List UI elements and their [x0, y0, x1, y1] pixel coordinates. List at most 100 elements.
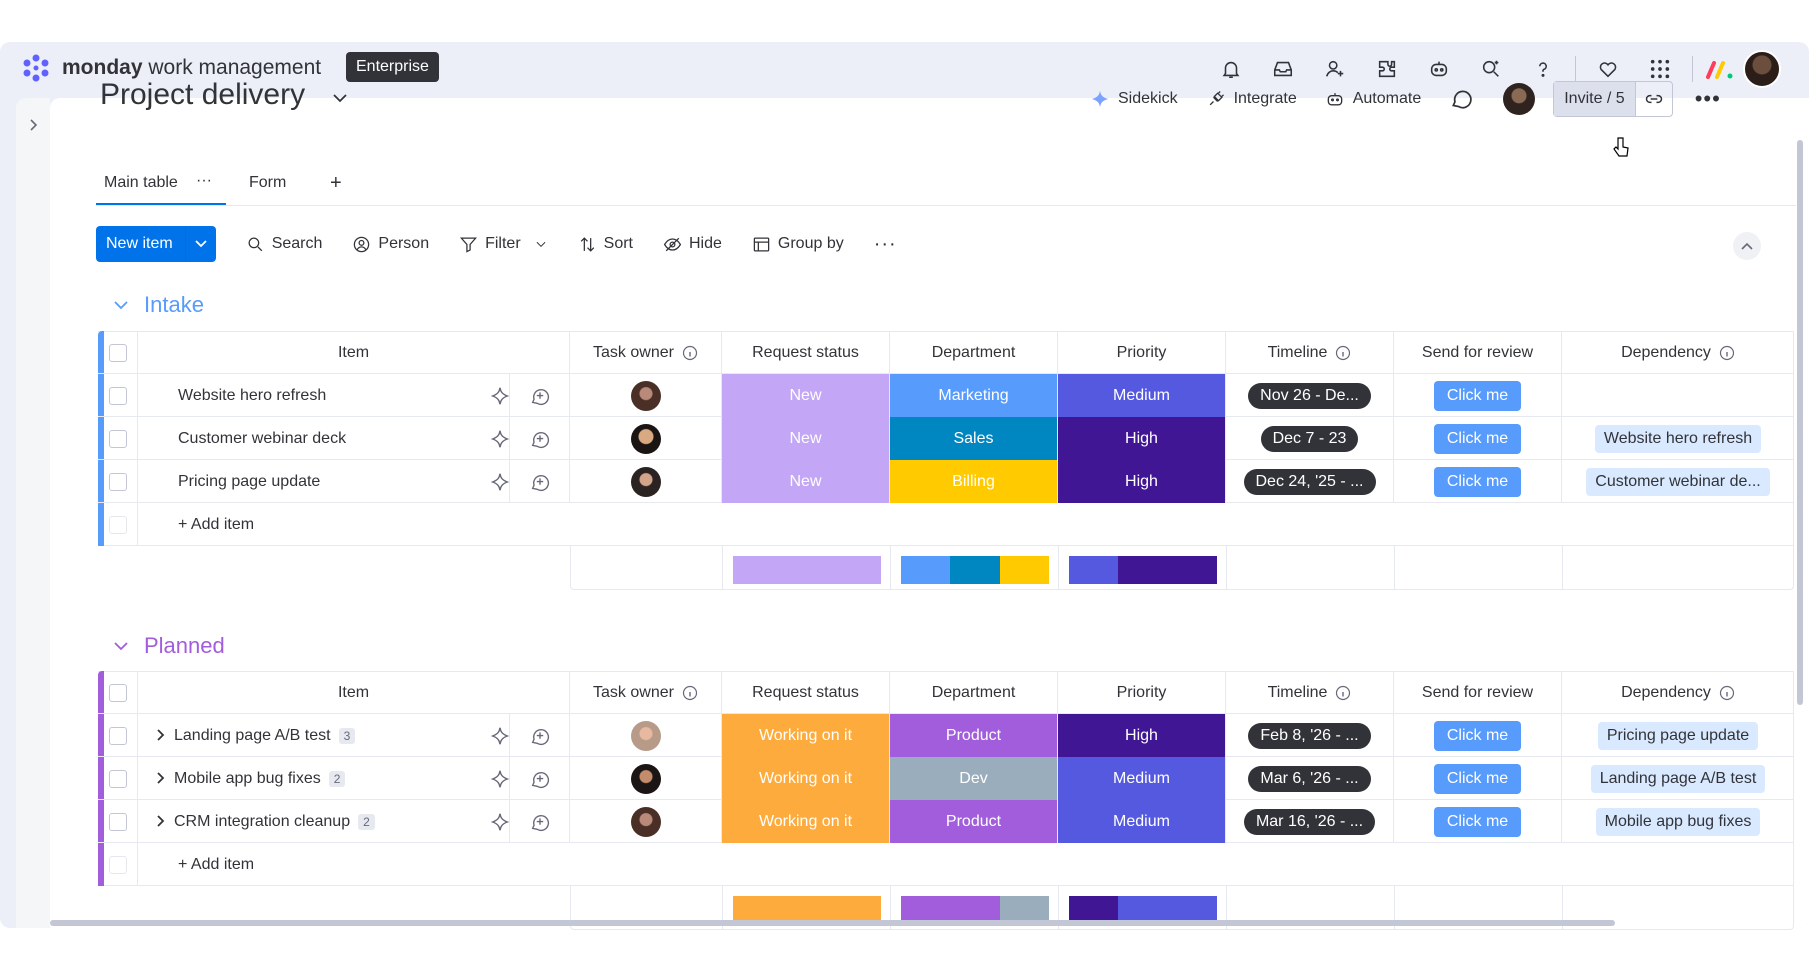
dependency-tag[interactable]: Landing page A/B test	[1590, 764, 1766, 793]
column-header-dependency[interactable]: Dependency	[1562, 331, 1794, 374]
table-row[interactable]: Website hero refresh New Marketing Medium No…	[98, 374, 1794, 417]
add-item-cell[interactable]: + Add item	[138, 843, 1794, 886]
item-cell[interactable]: Pricing page update	[138, 460, 510, 503]
new-item-button[interactable]: New item	[96, 226, 216, 262]
expand-subitems-icon[interactable]	[154, 771, 168, 785]
chat-bubble-icon[interactable]	[1449, 86, 1475, 112]
add-update-icon[interactable]	[529, 811, 551, 833]
column-header-task-owner[interactable]: Task owner	[570, 331, 722, 374]
tab-form[interactable]: Form	[249, 174, 287, 191]
dependency-cell[interactable]: Mobile app bug fixes	[1562, 800, 1794, 843]
column-header-dependency[interactable]: Dependency	[1562, 671, 1794, 714]
ai-sparkle-icon[interactable]	[489, 428, 511, 450]
click-me-button[interactable]: Click me	[1433, 380, 1522, 411]
info-icon[interactable]	[1719, 345, 1735, 361]
info-icon[interactable]	[682, 685, 698, 701]
tab-options-button[interactable]: ···	[196, 172, 212, 189]
horizontal-scrollbar[interactable]	[50, 920, 1615, 926]
automate-button[interactable]: Automate	[1325, 89, 1421, 109]
group-title[interactable]: Planned	[144, 633, 225, 658]
select-all-checkbox[interactable]	[108, 683, 127, 702]
timeline-cell[interactable]: Mar 16, '26 - ...	[1226, 800, 1394, 843]
table-row[interactable]: Pricing page update New Billing High Dec 24,…	[98, 460, 1794, 503]
item-cell[interactable]: Mobile app bug fixes 2	[138, 757, 510, 800]
click-me-button[interactable]: Click me	[1433, 466, 1522, 497]
person-filter-button[interactable]: Person	[352, 235, 429, 254]
column-header-priority[interactable]: Priority	[1058, 331, 1226, 374]
vertical-scrollbar[interactable]	[1797, 140, 1803, 705]
priority-cell[interactable]: High	[1058, 460, 1226, 503]
timeline-cell[interactable]: Mar 6, '26 - ...	[1226, 757, 1394, 800]
request-status-cell[interactable]: Working on it	[722, 800, 890, 843]
row-checkbox[interactable]	[108, 769, 127, 788]
chevron-down-icon[interactable]	[112, 637, 130, 655]
timeline-pill[interactable]: Dec 24, '25 - ...	[1243, 468, 1376, 495]
item-name[interactable]: Mobile app bug fixes	[174, 769, 321, 787]
request-status-cell[interactable]: New	[722, 374, 890, 417]
ai-sparkle-icon[interactable]	[489, 385, 511, 407]
add-update-icon[interactable]	[529, 725, 551, 747]
info-icon[interactable]	[1335, 685, 1351, 701]
summary-distribution-bar[interactable]	[733, 896, 881, 924]
timeline-cell[interactable]: Dec 24, '25 - ...	[1226, 460, 1394, 503]
item-name[interactable]: Pricing page update	[178, 472, 321, 490]
new-item-dropdown[interactable]	[186, 240, 216, 248]
priority-cell[interactable]: Medium	[1058, 757, 1226, 800]
priority-cell[interactable]: Medium	[1058, 800, 1226, 843]
group-title[interactable]: Intake	[144, 292, 204, 317]
row-checkbox[interactable]	[108, 386, 127, 405]
item-cell[interactable]: CRM integration cleanup 2	[138, 800, 510, 843]
collapse-header-button[interactable]	[1733, 232, 1761, 260]
column-header-send-for-review[interactable]: Send for review	[1394, 671, 1562, 714]
dependency-cell[interactable]: Pricing page update	[1562, 714, 1794, 757]
request-status-cell[interactable]: Working on it	[722, 714, 890, 757]
priority-cell[interactable]: High	[1058, 714, 1226, 757]
copy-link-button[interactable]	[1636, 82, 1672, 116]
table-row[interactable]: Landing page A/B test 3 Working on it Produ…	[98, 714, 1794, 757]
bot-icon[interactable]	[1413, 49, 1465, 89]
ai-sparkle-icon[interactable]	[489, 768, 511, 790]
invite-members-icon[interactable]	[1309, 49, 1361, 89]
add-update-icon[interactable]	[529, 768, 551, 790]
column-header-department[interactable]: Department	[890, 671, 1058, 714]
item-name[interactable]: CRM integration cleanup	[174, 812, 351, 830]
select-all-checkbox[interactable]	[108, 343, 127, 362]
owner-avatar[interactable]	[630, 423, 661, 454]
chevron-down-icon[interactable]	[534, 237, 548, 251]
request-status-cell[interactable]: New	[722, 460, 890, 503]
dependency-tag[interactable]: Website hero refresh	[1594, 424, 1762, 453]
column-header-priority[interactable]: Priority	[1058, 671, 1226, 714]
item-cell[interactable]: Landing page A/B test 3	[138, 714, 510, 757]
item-name[interactable]: Website hero refresh	[178, 386, 327, 404]
summary-distribution-bar[interactable]	[901, 556, 1049, 584]
department-cell[interactable]: Billing	[890, 460, 1058, 503]
info-icon[interactable]	[682, 345, 698, 361]
table-row[interactable]: CRM integration cleanup 2 Working on it Pro…	[98, 800, 1794, 843]
timeline-cell[interactable]: Dec 7 - 23	[1226, 417, 1394, 460]
department-cell[interactable]: Marketing	[890, 374, 1058, 417]
item-cell[interactable]: Website hero refresh	[138, 374, 510, 417]
click-me-button[interactable]: Click me	[1433, 763, 1522, 794]
summary-distribution-bar[interactable]	[901, 896, 1049, 924]
dependency-cell[interactable]: Customer webinar de...	[1562, 460, 1794, 503]
item-name[interactable]: Landing page A/B test	[174, 726, 331, 744]
timeline-pill[interactable]: Feb 8, '26 - ...	[1248, 722, 1371, 749]
column-header-timeline[interactable]: Timeline	[1226, 671, 1394, 714]
task-owner-cell[interactable]	[570, 800, 722, 843]
column-header-timeline[interactable]: Timeline	[1226, 331, 1394, 374]
timeline-cell[interactable]: Feb 8, '26 - ...	[1226, 714, 1394, 757]
dependency-cell[interactable]: Website hero refresh	[1562, 417, 1794, 460]
ai-sparkle-icon[interactable]	[489, 725, 511, 747]
request-status-cell[interactable]: Working on it	[722, 757, 890, 800]
table-row[interactable]: Mobile app bug fixes 2 Working on it Dev Med…	[98, 757, 1794, 800]
add-item-button[interactable]: + Add item	[178, 855, 255, 873]
search-button[interactable]: Search	[246, 235, 322, 254]
column-header-send-for-review[interactable]: Send for review	[1394, 331, 1562, 374]
summary-distribution-bar[interactable]	[1069, 896, 1217, 924]
bell-icon[interactable]	[1205, 49, 1257, 89]
board-title[interactable]: Project delivery	[100, 78, 306, 111]
more-actions-button[interactable]: •••	[1694, 86, 1721, 111]
owner-avatar[interactable]	[630, 763, 661, 794]
chevron-down-icon[interactable]	[332, 92, 348, 104]
department-cell[interactable]: Product	[890, 714, 1058, 757]
